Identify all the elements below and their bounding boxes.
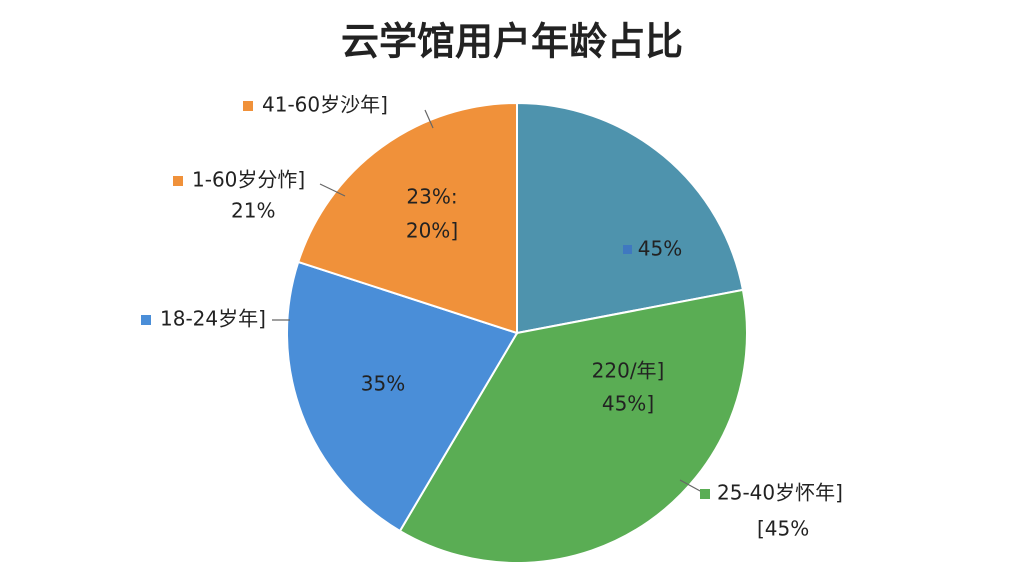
leader-line xyxy=(319,183,346,197)
callout-label: 18-24岁年] xyxy=(160,307,266,331)
pie-slice xyxy=(516,101,745,335)
pie-slice xyxy=(286,260,519,533)
callout-label: [45% xyxy=(757,517,809,541)
slice-label: 220/年] xyxy=(592,359,665,383)
slice-label: 23%: xyxy=(406,185,457,209)
callout-label: 41-60岁沙年] xyxy=(262,93,388,117)
slice-label: 20%] xyxy=(406,219,458,243)
chart-title: 云学馆用户年龄占比 xyxy=(341,20,683,64)
callout-label: 1-60岁分怍] xyxy=(192,168,305,192)
label-marker xyxy=(623,245,632,254)
pie-slice xyxy=(398,288,748,564)
slice-label: 45% xyxy=(638,237,682,261)
leader-line xyxy=(679,479,703,493)
legend-marker xyxy=(700,489,710,499)
slice-label: 35% xyxy=(361,372,405,396)
callout-label: 25-40岁怀年] xyxy=(717,481,843,505)
legend-marker xyxy=(243,101,253,111)
legend-marker xyxy=(173,176,183,186)
slice-label: 45%] xyxy=(602,392,654,416)
leader-line xyxy=(424,109,434,129)
pie-slice xyxy=(296,101,518,335)
callout-label: 21% xyxy=(231,199,275,223)
legend-marker xyxy=(141,315,151,325)
